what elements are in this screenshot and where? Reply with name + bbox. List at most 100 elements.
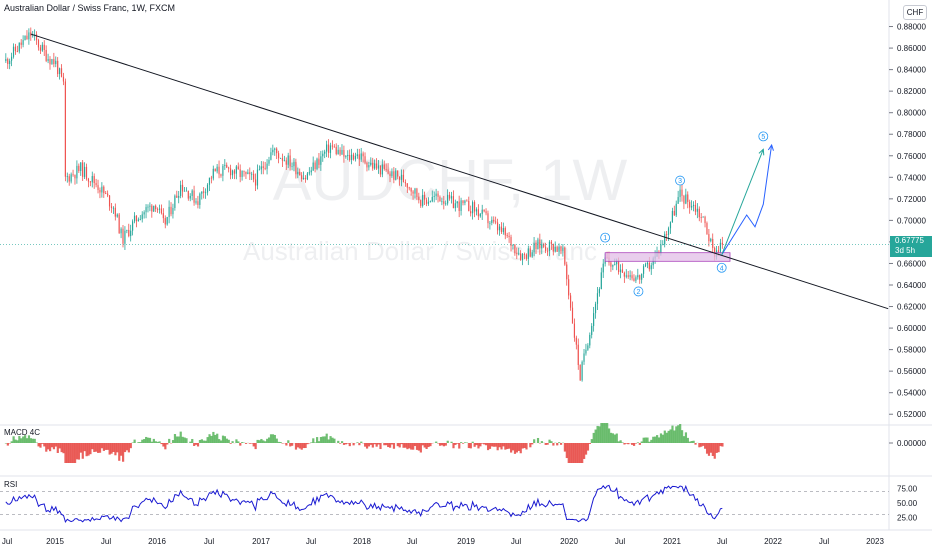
macd-bar bbox=[485, 443, 487, 445]
candle-body bbox=[482, 210, 483, 214]
macd-bar bbox=[587, 443, 589, 451]
y-tick-label: 0.74000 bbox=[897, 173, 926, 182]
candle-body bbox=[243, 171, 244, 172]
macd-bar bbox=[666, 433, 668, 443]
macd-bar bbox=[545, 443, 547, 445]
candle-body bbox=[314, 163, 315, 169]
candle-body bbox=[432, 197, 433, 201]
macd-bar bbox=[389, 443, 391, 448]
macd-bar bbox=[710, 443, 712, 453]
macd-bar bbox=[429, 443, 431, 446]
candle-body bbox=[620, 270, 621, 273]
wave-number: 5 bbox=[761, 134, 765, 141]
candle-body bbox=[699, 209, 700, 217]
candle-body bbox=[532, 252, 533, 256]
y-tick-label: 0.58000 bbox=[897, 346, 926, 355]
macd-bar bbox=[159, 441, 161, 443]
macd-bar bbox=[608, 428, 610, 443]
candle-body bbox=[411, 188, 412, 192]
macd-bar bbox=[606, 423, 608, 443]
macd-bar bbox=[20, 438, 22, 443]
macd-bar bbox=[103, 443, 105, 451]
macd-bar bbox=[689, 442, 691, 443]
candle-body bbox=[322, 154, 323, 157]
macd-bar bbox=[462, 443, 464, 444]
macd-bar bbox=[387, 443, 389, 447]
macd-bar bbox=[53, 443, 55, 449]
candle-body bbox=[286, 160, 287, 164]
macd-bar bbox=[571, 443, 573, 463]
macd-bar bbox=[122, 443, 124, 462]
candle-body bbox=[685, 194, 686, 203]
y-tick-label: 0.76000 bbox=[897, 152, 926, 161]
candle-body bbox=[574, 324, 575, 338]
macd-bar bbox=[316, 437, 318, 443]
macd-bar bbox=[700, 443, 702, 447]
candle-body bbox=[683, 196, 684, 204]
macd-bar bbox=[235, 439, 237, 443]
candle-body bbox=[144, 212, 145, 214]
macd-bar bbox=[116, 443, 118, 452]
candle-body bbox=[28, 32, 29, 39]
candle-body bbox=[311, 170, 312, 172]
candle-body bbox=[220, 174, 221, 176]
candle-body bbox=[190, 196, 191, 199]
candle-body bbox=[84, 167, 85, 177]
candle-body bbox=[449, 195, 450, 199]
candle-body bbox=[528, 248, 529, 258]
candle-body bbox=[23, 40, 24, 45]
macd-bar bbox=[377, 443, 379, 444]
currency-badge[interactable]: CHF bbox=[903, 5, 927, 20]
candle-body bbox=[117, 215, 118, 217]
candle-body bbox=[343, 150, 344, 157]
macd-bar bbox=[222, 436, 224, 443]
candle-body bbox=[268, 160, 269, 164]
candle-body bbox=[263, 166, 264, 168]
candle-body bbox=[378, 165, 379, 168]
candle-body bbox=[345, 156, 346, 157]
x-tick-label: Jul bbox=[306, 537, 316, 546]
macd-bar bbox=[13, 436, 15, 443]
candle-body bbox=[245, 172, 246, 174]
candle-body bbox=[447, 195, 448, 204]
candle-body bbox=[387, 169, 388, 173]
wave-number: 1 bbox=[603, 235, 607, 242]
x-tick-label: Jul bbox=[2, 537, 12, 546]
candle-body bbox=[320, 156, 321, 165]
candle-body bbox=[430, 201, 431, 202]
candle-body bbox=[188, 191, 189, 199]
candle-body bbox=[257, 170, 258, 186]
candle-body bbox=[478, 209, 479, 216]
macd-bar bbox=[47, 443, 49, 449]
macd-bar bbox=[614, 435, 616, 443]
macd-bar bbox=[435, 442, 437, 443]
macd-bar bbox=[708, 443, 710, 456]
macd-bar bbox=[464, 442, 466, 443]
candle-body bbox=[572, 308, 573, 324]
candle-body bbox=[167, 217, 168, 224]
candle-body bbox=[115, 208, 116, 217]
macd-bar bbox=[474, 443, 476, 447]
candle-body bbox=[226, 165, 227, 168]
candle-body bbox=[403, 175, 404, 182]
candle-body bbox=[672, 211, 673, 222]
macd-bar bbox=[656, 435, 658, 443]
candle-body bbox=[266, 164, 267, 169]
candle-body bbox=[90, 181, 91, 182]
macd-bar bbox=[220, 440, 222, 443]
macd-bar bbox=[251, 443, 253, 444]
candle-body bbox=[428, 202, 429, 204]
macd-bar bbox=[74, 443, 76, 463]
macd-bar bbox=[623, 443, 625, 444]
candle-body bbox=[7, 59, 8, 64]
macd-bar bbox=[639, 443, 641, 445]
candle-body bbox=[109, 195, 110, 206]
candle-body bbox=[328, 145, 329, 153]
y-tick-label: 0.56000 bbox=[897, 367, 926, 376]
macd-bar bbox=[491, 443, 493, 446]
last-price-countdown: 3d 5h bbox=[895, 246, 932, 256]
macd-bar bbox=[616, 434, 618, 443]
candle-body bbox=[612, 265, 613, 267]
